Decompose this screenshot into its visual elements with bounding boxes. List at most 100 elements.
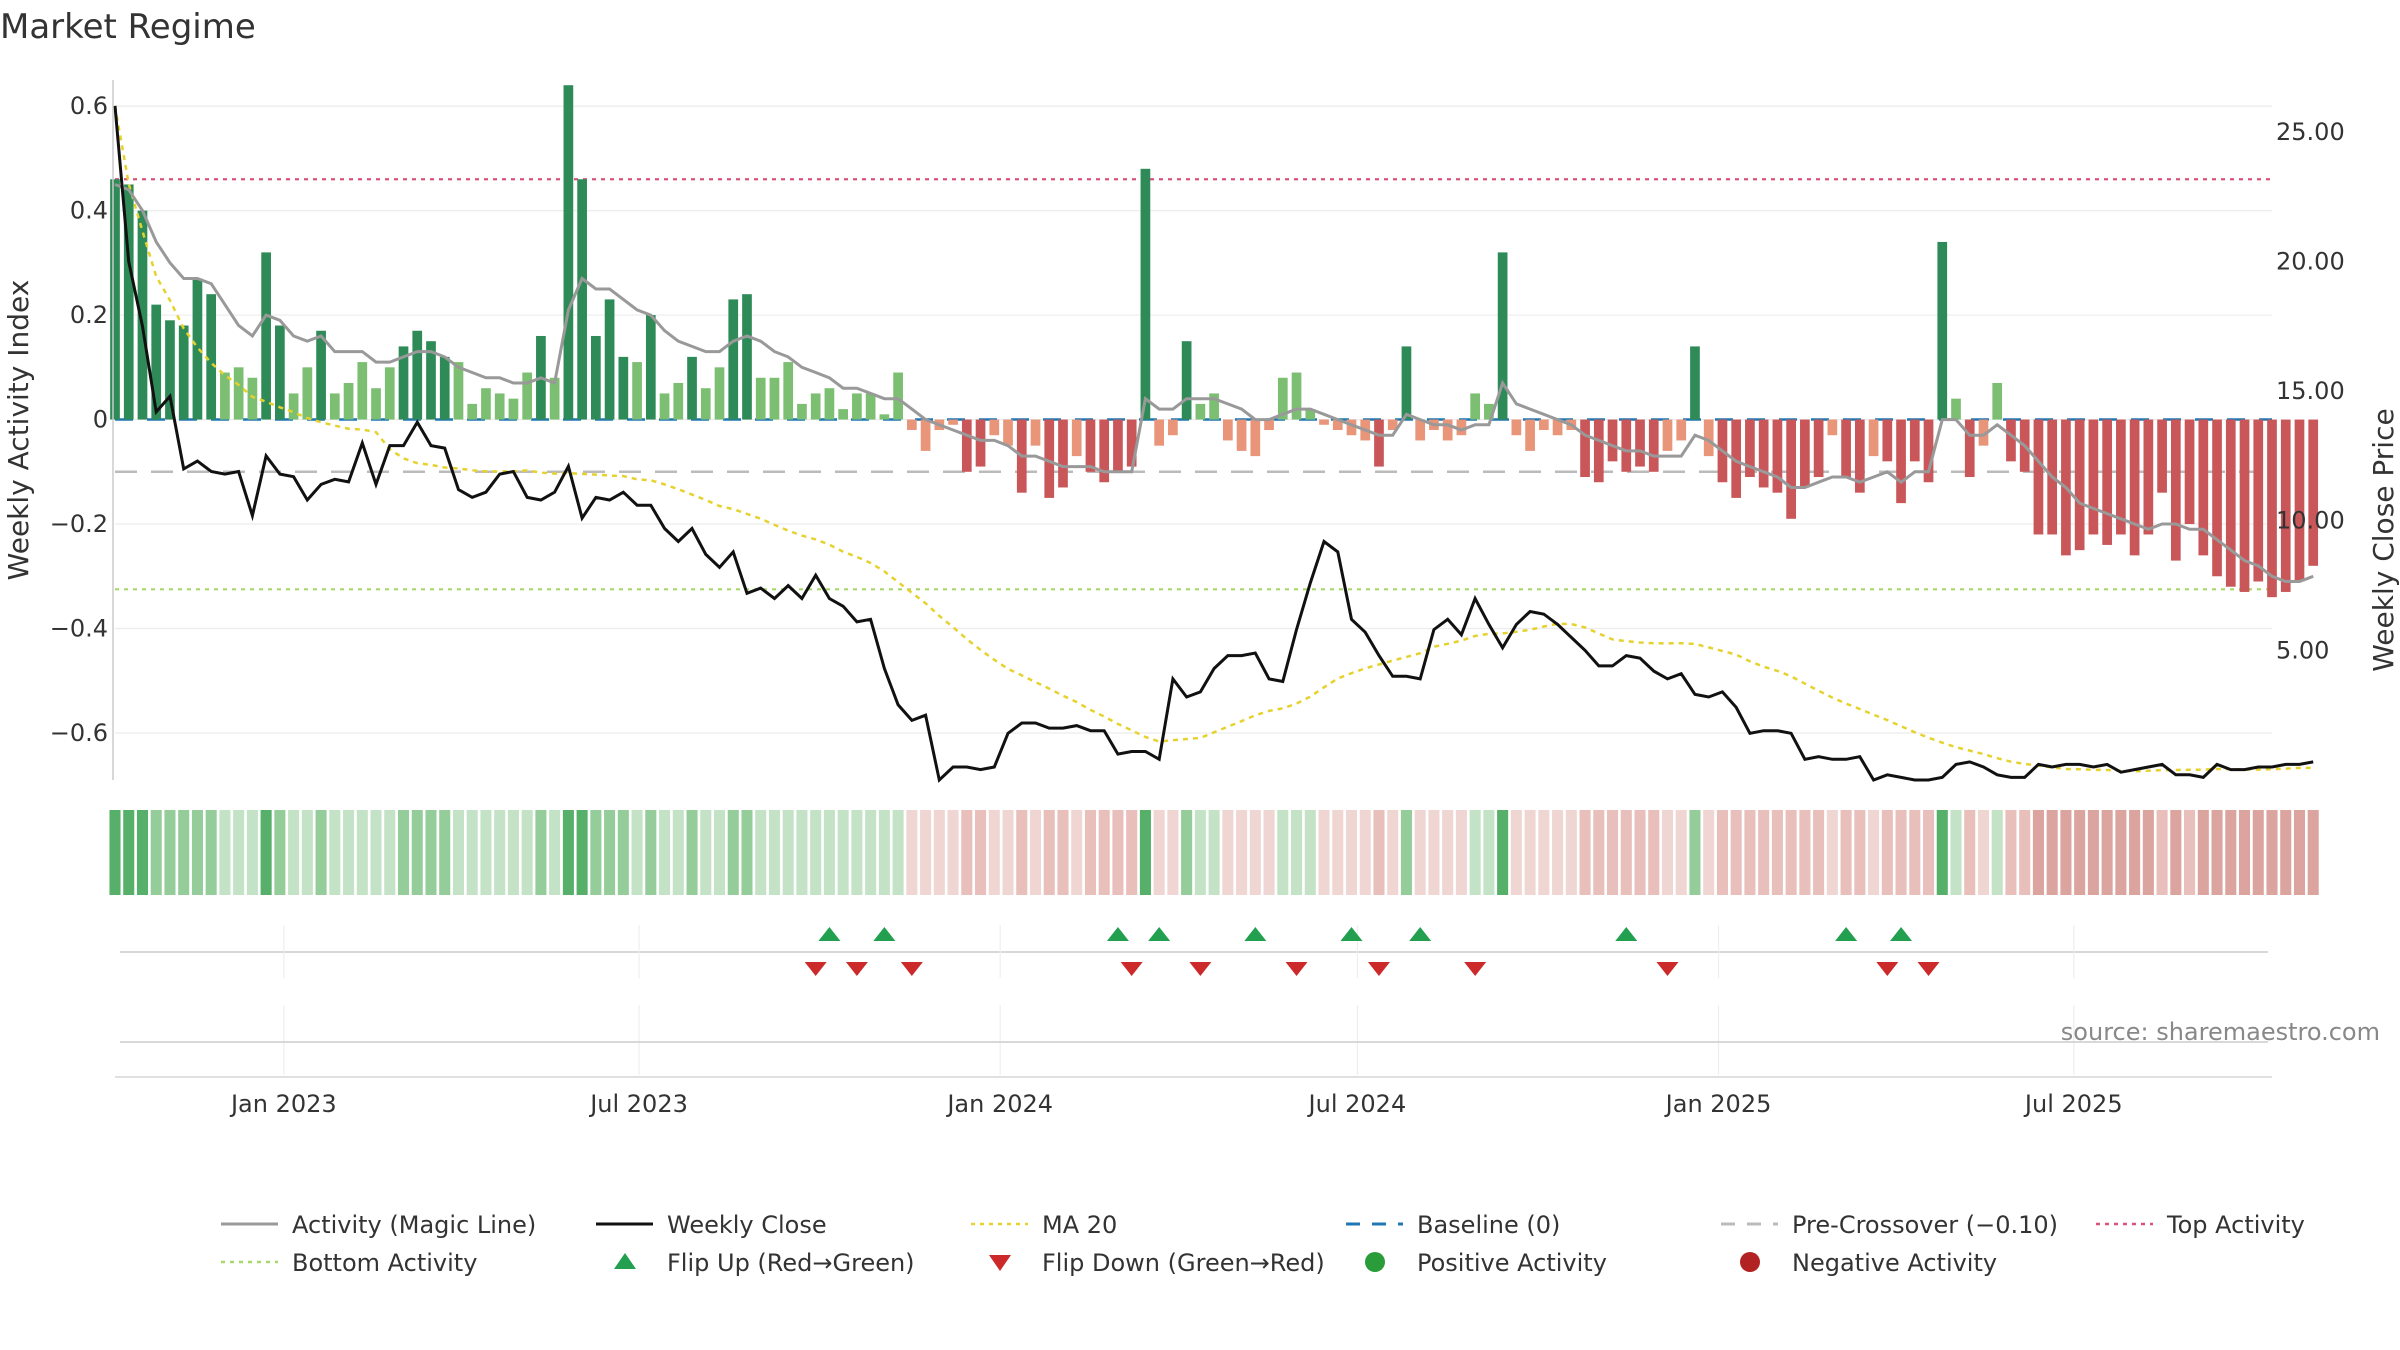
activity-bar [810, 393, 821, 420]
legend-label: Positive Activity [1417, 1249, 1607, 1277]
regime-strip-cell [150, 810, 162, 895]
activity-bar [1154, 419, 1165, 446]
activity-bar [1030, 419, 1041, 446]
regime-strip-cell [878, 810, 890, 895]
activity-bar [591, 335, 601, 420]
left-tick-label: 0.4 [70, 197, 108, 225]
regime-strip-cell [975, 810, 987, 895]
series-lines [113, 105, 2314, 783]
activity-bar [1374, 419, 1384, 467]
x-tick-label: Jul 2025 [2023, 1090, 2123, 1118]
regime-strip-cell [837, 810, 849, 895]
regime-strip-cell [1881, 810, 1893, 895]
regime-strip-cell [906, 810, 918, 895]
regime-strip [109, 810, 2319, 895]
regime-strip-cell [1112, 810, 1124, 895]
activity-bar [1676, 419, 1687, 441]
regime-strip-cell [2005, 810, 2017, 895]
regime-strip-cell [604, 810, 616, 895]
activity-bar [769, 377, 780, 420]
legend-label: Top Activity [2166, 1211, 2305, 1239]
reference-lines [115, 178, 2272, 591]
activity-bar [961, 419, 972, 472]
regime-strip-cell [1043, 810, 1055, 895]
regime-strip-cell [1840, 810, 1852, 895]
right-tick-label: 5.00 [2276, 636, 2329, 664]
regime-strip-cell [1895, 810, 1907, 895]
regime-strip-cell [2252, 810, 2264, 895]
regime-strip-cell [1400, 810, 1412, 895]
activity-bar [797, 403, 807, 420]
legend-label: Flip Up (Red→Green) [667, 1249, 915, 1277]
axes: 0.6 0.4 0.2 0 −0.2 −0.4 −0.6 25.00 20.00 15.00 10.… [2, 80, 2400, 780]
regime-strip-cell [1964, 810, 1976, 895]
regime-strip-cell [1579, 810, 1591, 895]
legend-swatch-circle [1740, 1252, 1760, 1272]
activity-bar [783, 362, 794, 420]
regime-strip-cell [686, 810, 698, 895]
activity-bar [481, 388, 491, 420]
activity-bar [659, 393, 670, 420]
activity-bar [1209, 393, 1219, 420]
activity-bar [1538, 419, 1549, 430]
regime-strip-cell [1277, 810, 1289, 895]
right-tick-label: 10.00 [2276, 507, 2345, 535]
regime-strip-cell [1126, 810, 1138, 895]
activity-bar [2088, 419, 2099, 535]
flip-up-marker [1835, 927, 1858, 941]
regime-strip-cell [851, 810, 863, 895]
regime-strip-cell [1332, 810, 1344, 895]
chart-title: Market Regime [0, 7, 256, 47]
activity-bar [1854, 419, 1865, 493]
activity-bar [700, 388, 711, 420]
activity-bar [1868, 419, 1879, 457]
regime-strip-cell [397, 810, 410, 895]
activity-bar [165, 320, 175, 420]
right-axis-title: Weekly Close Price [2367, 408, 2400, 671]
activity-bar [879, 414, 890, 420]
activity-bar [2225, 419, 2236, 587]
regime-strip-cell [494, 810, 506, 895]
regime-strip-cell [425, 810, 437, 895]
activity-bar [2267, 419, 2277, 598]
legend-label: Negative Activity [1792, 1249, 1997, 1277]
activity-bar [494, 393, 505, 420]
regime-strip-cell [260, 810, 272, 895]
regime-strip-cell [1991, 810, 2003, 895]
activity-bar [1195, 403, 1206, 420]
flip-down-marker [1464, 962, 1487, 976]
x-axis: Jan 2023 Jul 2023 Jan 2024 Jul 2024 Jan 2025… [229, 1090, 2123, 1118]
legend: Activity (Magic Line) Weekly Close MA 20 Ba… [221, 1211, 2305, 1277]
regime-strip-cell [2266, 810, 2278, 895]
activity-bar [728, 299, 739, 420]
regime-strip-cell [2238, 810, 2251, 895]
regime-strip-cell [1813, 810, 1825, 895]
activity-bar [1964, 419, 1975, 478]
activity-bar [316, 330, 326, 420]
regime-strip-cell [233, 810, 245, 895]
regime-strip-cell [191, 810, 203, 895]
activity-bar [2170, 419, 2181, 561]
activity-bar [1264, 419, 1274, 430]
activity-bar [1250, 419, 1261, 457]
activity-bar [1071, 419, 1082, 457]
regime-strip-cell [1826, 810, 1838, 895]
regime-strip-cell [920, 810, 932, 895]
regime-strip-cell [1923, 810, 1935, 895]
activity-bar [275, 325, 285, 420]
flip-down-marker [1367, 962, 1390, 976]
regime-strip-cell [659, 810, 671, 895]
regime-strip-cell [1387, 810, 1399, 895]
regime-strip-cell [1854, 810, 1866, 895]
activity-bar [233, 367, 244, 420]
activity-bar [426, 341, 436, 420]
activity-bar [549, 377, 560, 420]
legend-item: Baseline (0) [1346, 1211, 1560, 1239]
activity-bar [1813, 419, 1824, 478]
activity-bar [1800, 419, 1810, 488]
activity-bar [2102, 419, 2112, 545]
activity-bar [645, 315, 656, 420]
activity-bar [673, 382, 684, 420]
activity-bar [1168, 419, 1178, 436]
activity-bar [1305, 409, 1316, 420]
